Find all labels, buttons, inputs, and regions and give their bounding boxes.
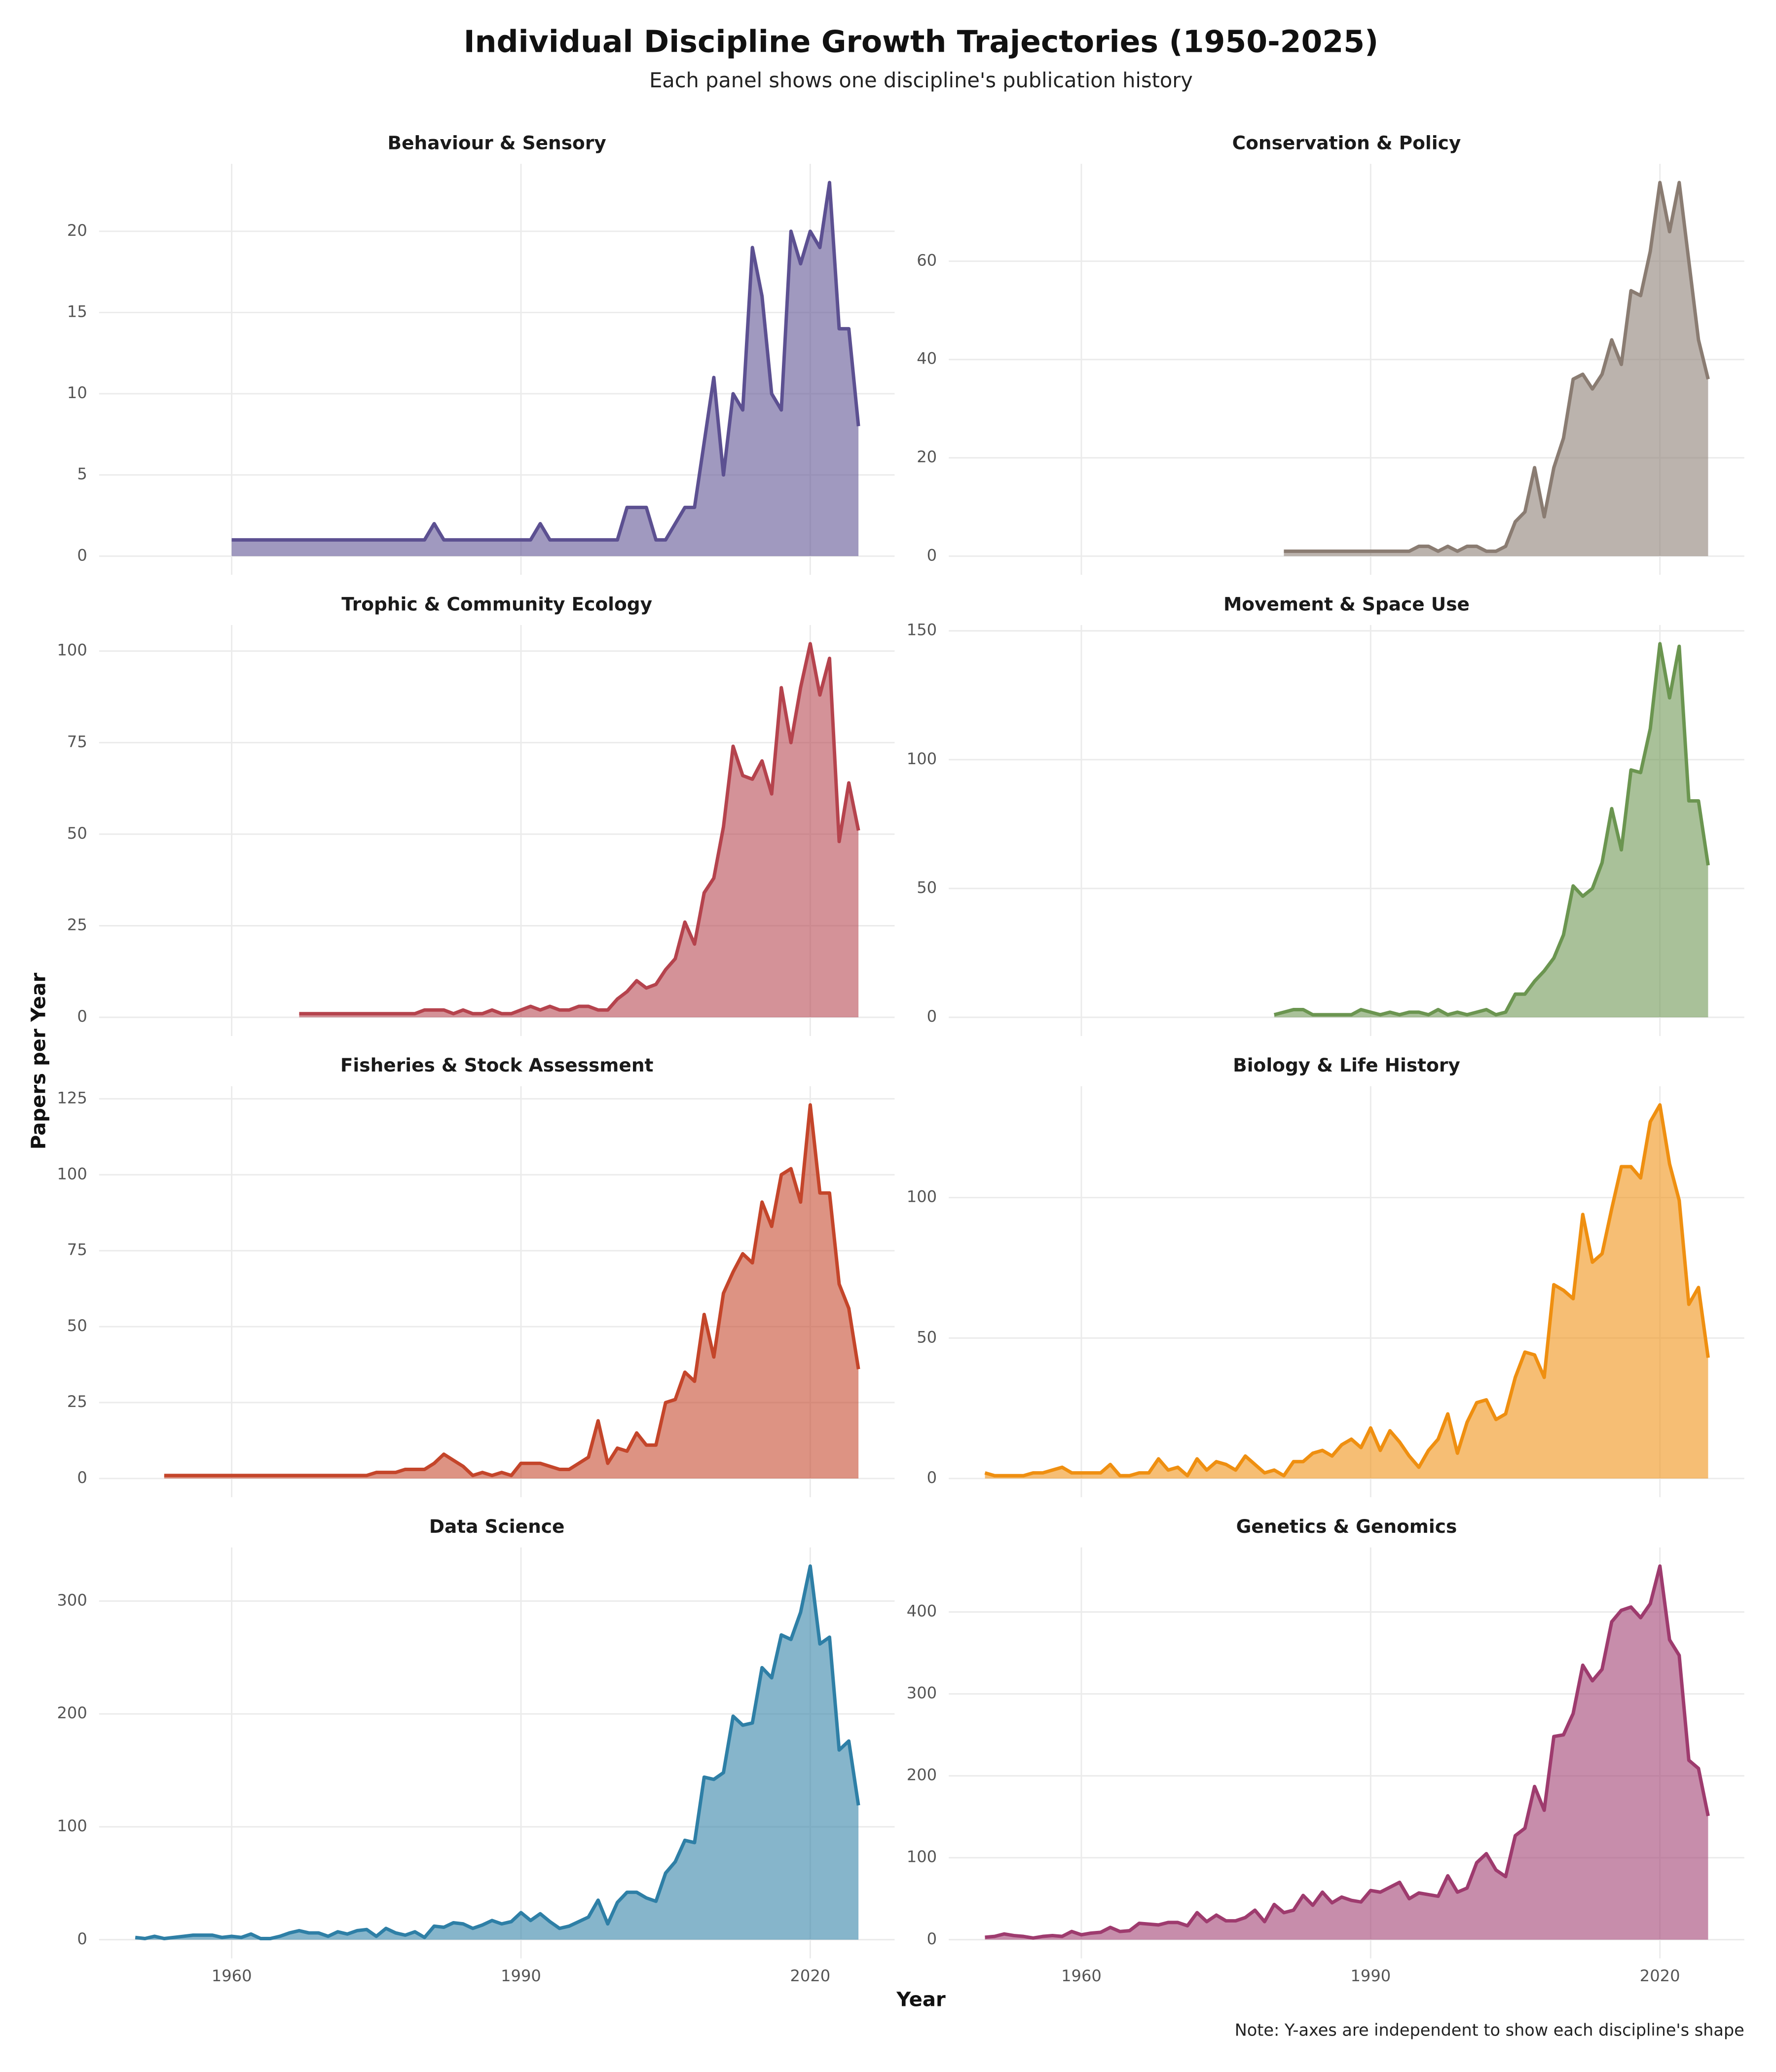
area-fill bbox=[1284, 183, 1708, 556]
area-fill bbox=[231, 183, 859, 556]
panel-title: Movement & Space Use bbox=[1223, 593, 1470, 615]
y-tick-label: 40 bbox=[917, 349, 937, 368]
area-fill bbox=[985, 1566, 1708, 1940]
area-line bbox=[164, 1103, 860, 1478]
panel: Fisheries & Stock Assessment 0 25 50 75 100 12… bbox=[57, 1054, 895, 1497]
y-tick-label: 200 bbox=[57, 1703, 87, 1722]
y-tick-label: 50 bbox=[67, 1316, 87, 1335]
area-line bbox=[231, 181, 860, 542]
panel: Behaviour & Sensory 0 5 10 15 20 bbox=[67, 132, 895, 575]
y-tick-label: 400 bbox=[907, 1601, 937, 1620]
area-line bbox=[1273, 642, 1710, 1017]
y-tick-label: 50 bbox=[67, 824, 87, 843]
y-tick-label: 25 bbox=[67, 1392, 87, 1411]
y-tick-label: 0 bbox=[927, 546, 937, 564]
y-tick-label: 60 bbox=[917, 251, 937, 269]
y-tick-label: 125 bbox=[57, 1088, 87, 1107]
y-tick-label: 100 bbox=[907, 1187, 937, 1206]
y-tick-label: 15 bbox=[67, 302, 87, 321]
panel-title: Data Science bbox=[429, 1516, 565, 1537]
y-tick-label: 20 bbox=[917, 447, 937, 466]
panel-title: Conservation & Policy bbox=[1232, 132, 1461, 153]
panel-title: Fisheries & Stock Assessment bbox=[340, 1054, 654, 1076]
panel: Biology & Life History 0 50 100 bbox=[907, 1054, 1744, 1497]
area-fill bbox=[1274, 643, 1708, 1018]
chart-title: Individual Discipline Growth Trajectorie… bbox=[464, 24, 1379, 59]
y-tick-label: 100 bbox=[907, 1848, 937, 1866]
y-tick-label: 25 bbox=[67, 916, 87, 934]
chart-subtitle: Each panel shows one discipline's public… bbox=[649, 68, 1193, 92]
area-fill bbox=[164, 1105, 859, 1479]
panel-title: Behaviour & Sensory bbox=[388, 132, 606, 153]
area-line bbox=[985, 1564, 1710, 1940]
area-line bbox=[299, 642, 860, 1016]
panel-title: Trophic & Community Ecology bbox=[341, 593, 652, 615]
y-tick-label: 0 bbox=[927, 1007, 937, 1026]
y-tick-label: 100 bbox=[57, 641, 87, 660]
y-tick-label: 100 bbox=[57, 1816, 87, 1835]
x-tick-label: 1960 bbox=[1061, 1966, 1102, 1985]
area-fill bbox=[135, 1566, 859, 1940]
x-tick-label: 1990 bbox=[501, 1966, 541, 1985]
area-fill bbox=[985, 1105, 1708, 1479]
x-axis-title: Year bbox=[896, 1988, 946, 2011]
footnote: Note: Y-axes are independent to show eac… bbox=[1235, 2020, 1744, 2039]
y-tick-label: 75 bbox=[67, 732, 87, 751]
area-line bbox=[1284, 181, 1710, 553]
y-tick-label: 10 bbox=[67, 383, 87, 402]
panel-title: Biology & Life History bbox=[1233, 1054, 1460, 1076]
y-tick-label: 0 bbox=[927, 1929, 937, 1948]
y-tick-label: 150 bbox=[907, 621, 937, 639]
y-tick-label: 0 bbox=[927, 1468, 937, 1487]
x-tick-label: 2020 bbox=[790, 1966, 830, 1985]
y-tick-label: 20 bbox=[67, 221, 87, 240]
panel: Trophic & Community Ecology 0 25 50 75 100 bbox=[57, 593, 895, 1036]
area-fill bbox=[299, 643, 859, 1018]
y-tick-label: 50 bbox=[917, 878, 937, 897]
panel-title: Genetics & Genomics bbox=[1236, 1516, 1457, 1537]
y-tick-label: 300 bbox=[907, 1684, 937, 1702]
x-tick-label: 1990 bbox=[1350, 1966, 1391, 1985]
y-tick-label: 0 bbox=[77, 546, 87, 564]
y-tick-label: 0 bbox=[77, 1468, 87, 1487]
y-axis-title: Papers per Year bbox=[27, 972, 50, 1149]
x-tick-label: 2020 bbox=[1640, 1966, 1680, 1985]
y-tick-label: 0 bbox=[77, 1007, 87, 1026]
y-tick-label: 100 bbox=[907, 749, 937, 768]
y-tick-label: 200 bbox=[907, 1766, 937, 1784]
y-tick-label: 100 bbox=[57, 1164, 87, 1183]
panel: Conservation & Policy 0 20 40 60 bbox=[917, 132, 1744, 575]
y-tick-label: 50 bbox=[917, 1328, 937, 1346]
panel: Data Science 0 100 200 300 1960 1990 2020 bbox=[57, 1516, 895, 1985]
area-line bbox=[984, 1103, 1710, 1478]
y-tick-label: 75 bbox=[67, 1240, 87, 1259]
y-tick-label: 0 bbox=[77, 1929, 87, 1948]
panel: Movement & Space Use 0 50 100 150 bbox=[907, 593, 1744, 1036]
area-line bbox=[135, 1564, 860, 1940]
panel: Genetics & Genomics 0 100 200 300 400 1960 1990… bbox=[907, 1516, 1744, 1985]
y-tick-label: 5 bbox=[77, 465, 87, 483]
y-tick-label: 300 bbox=[57, 1591, 87, 1609]
x-tick-label: 1960 bbox=[212, 1966, 252, 1985]
